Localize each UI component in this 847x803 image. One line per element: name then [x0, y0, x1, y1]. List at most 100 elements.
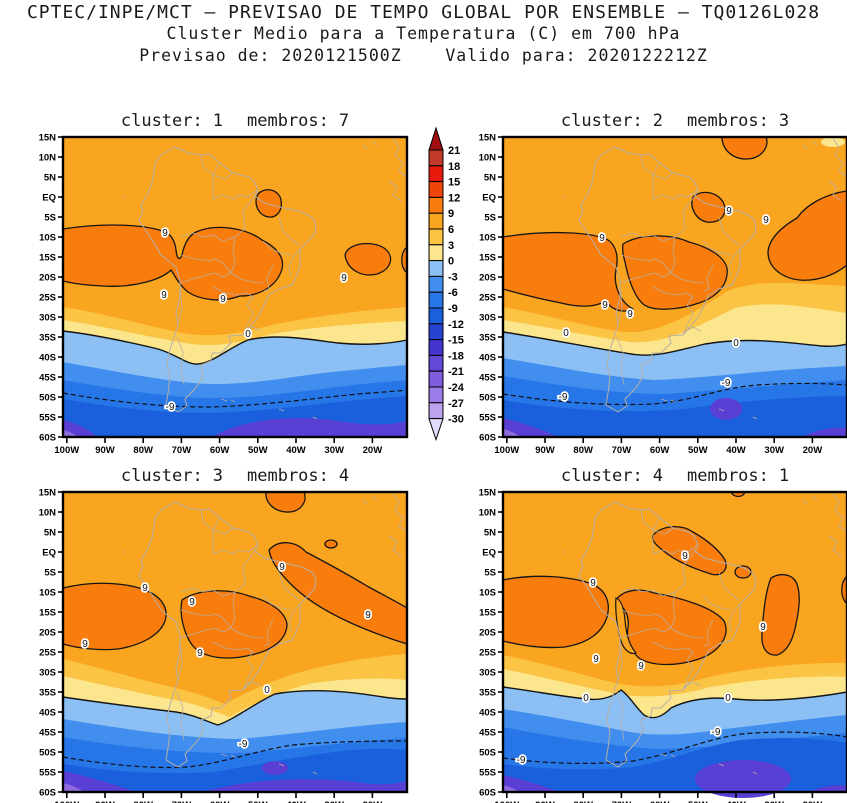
colorbar-band	[428, 244, 444, 262]
axis-ticks: 15N 10N 5N EQ 5S 10S 15S 20S 25S 30S 35S 40S 45S 50S 5…	[39, 133, 383, 457]
lat-tick-label: 10N	[39, 508, 57, 519]
colorbar-tick-label: -9	[448, 303, 458, 315]
colorbar-tick-label: -3	[448, 271, 458, 283]
lon-tick-label: 80W	[133, 445, 153, 456]
lat-tick-label: 5N	[484, 528, 496, 539]
lat-tick-label: 35S	[479, 688, 496, 699]
colorbar-scale: 21 18 15 12 9 6 3 0 -3 -6 -9 -12 -15 -18 -21 -24 -27 -30	[428, 126, 465, 442]
lat-tick-label: 5S	[484, 213, 496, 224]
membros-number: 7	[338, 111, 350, 131]
lat-tick-label: 45S	[39, 728, 56, 739]
colorbar-band	[428, 307, 444, 325]
lon-tick-label: 40W	[286, 445, 306, 456]
lon-tick-label: 100W	[54, 800, 79, 803]
contour-label: 9	[638, 661, 644, 672]
lon-tick-label: 20W	[803, 445, 823, 456]
lat-tick-label: 50S	[479, 748, 496, 759]
lon-tick-label: 50W	[248, 800, 268, 803]
lat-tick-label: 5S	[484, 568, 496, 579]
lat-tick-label: 60S	[479, 788, 496, 799]
lat-tick-label: 55S	[479, 768, 496, 779]
contour-label: 9	[161, 290, 167, 301]
lat-tick-label: 60S	[39, 788, 56, 799]
lat-tick-label: 50S	[39, 393, 56, 404]
contour-label: 9	[341, 273, 347, 284]
lon-tick-label: 60W	[210, 445, 230, 456]
lon-tick-label: 100W	[494, 800, 519, 803]
colorbar-band	[428, 228, 444, 246]
lat-tick-label: 40S	[479, 353, 496, 364]
colorbar-tick-label: 6	[448, 224, 454, 236]
contour-label: -9	[712, 727, 721, 738]
lat-tick-label: 25S	[479, 648, 496, 659]
lat-tick-label: 30S	[479, 313, 496, 324]
lat-tick-label: 45S	[39, 373, 56, 384]
lon-tick-label: 20W	[363, 445, 383, 456]
lat-tick-label: 10N	[39, 153, 57, 164]
contour-label: 0	[725, 693, 731, 704]
lat-tick-label: 15N	[39, 133, 57, 144]
lat-tick-label: 25S	[479, 293, 496, 304]
lat-tick-label: 35S	[39, 333, 56, 344]
lon-tick-label: 60W	[210, 800, 230, 803]
colorbar-band	[428, 339, 444, 356]
contour-label: 9	[602, 300, 608, 311]
lat-tick-label: 20S	[39, 273, 56, 284]
contour-label: 9	[627, 309, 633, 320]
colorbar-tick-label: -15	[448, 335, 464, 347]
colorbar-band	[428, 165, 444, 183]
membros-label: membros:	[687, 111, 769, 131]
lat-tick-label: 55S	[479, 413, 496, 424]
cluster-label: cluster:	[560, 466, 643, 486]
colorbar-band	[428, 402, 444, 420]
panel-4-title: cluster: 4 membros: 1	[503, 463, 847, 492]
colorbar-tick-label: 3	[448, 240, 454, 252]
lat-tick-label: 15N	[39, 488, 57, 499]
lat-tick-label: 30S	[39, 313, 56, 324]
contour-label: 9	[142, 583, 148, 594]
cluster-label: cluster:	[120, 111, 203, 131]
lat-tick-label: 15S	[479, 608, 496, 619]
contour-label: 9	[220, 294, 226, 305]
colorbar-tick-label: 9	[448, 208, 454, 220]
colorbar-arrow-bottom	[428, 418, 444, 442]
lat-tick-label: 20S	[479, 273, 496, 284]
colorbar-arrow-top	[428, 126, 444, 151]
map-cluster-2: 9 9 9 9 9 0 0 -9 -9 15N 10N 5N EQ 5S 10S 15S 20…	[479, 133, 847, 456]
colorbar-band	[428, 260, 444, 277]
lon-tick-label: 100W	[54, 445, 79, 456]
lon-tick-label: 70W	[612, 445, 632, 456]
lat-tick-label: 5N	[484, 173, 496, 184]
colorbar-tick-label: 15	[448, 177, 460, 189]
lat-tick-label: 10S	[479, 588, 496, 599]
colorbar: 21 18 15 12 9 6 3 0 -3 -6 -9 -12 -15 -18 -21 -24 -27 -30	[420, 126, 492, 451]
lat-tick-label: 15N	[479, 488, 497, 499]
lat-tick-label: 45S	[479, 373, 496, 384]
contour-label: 9	[726, 206, 732, 217]
membros-number: 3	[778, 111, 790, 131]
lon-tick-label: 70W	[172, 445, 192, 456]
lon-tick-label: 80W	[133, 800, 153, 803]
lat-tick-label: 15N	[479, 133, 497, 144]
axis-ticks: 15N 10N 5N EQ 5S 10S 15S 20S 25S 30S 35S 40S 45S 50S 5…	[479, 133, 823, 457]
colorbar-tick-label: -27	[448, 398, 464, 410]
panel-cluster-4: cluster: 4 membros: 1 9 9	[479, 463, 847, 803]
contour-label: 9	[763, 215, 769, 226]
lat-tick-label: 60S	[39, 433, 56, 444]
map-cluster-3: 9 9 9 9 9 9 0 -9 15N 10N 5N EQ 5S 10S 15S 20S 25…	[39, 488, 409, 803]
lat-tick-label: 25S	[39, 648, 56, 659]
cluster-number: 2	[652, 111, 663, 131]
axis-ticks: 15N 10N 5N EQ 5S 10S 15S 20S 25S 30S 35S 40S 45S 50S 5…	[39, 488, 383, 803]
colorbar-tick-label: -12	[448, 319, 464, 331]
lat-tick-label: 30S	[479, 668, 496, 679]
lat-tick-label: 5S	[44, 213, 56, 224]
lat-tick-label: 20S	[479, 628, 496, 639]
lon-tick-label: 30W	[764, 445, 784, 456]
lon-tick-label: 30W	[764, 800, 784, 803]
lat-tick-label: 40S	[479, 708, 496, 719]
membros-number: 1	[778, 466, 790, 486]
lat-tick-label: 45S	[479, 728, 496, 739]
colorbar-tick-label: -24	[448, 382, 465, 394]
lon-tick-label: 70W	[172, 800, 192, 803]
colorbar-tick-label: 12	[448, 192, 460, 204]
